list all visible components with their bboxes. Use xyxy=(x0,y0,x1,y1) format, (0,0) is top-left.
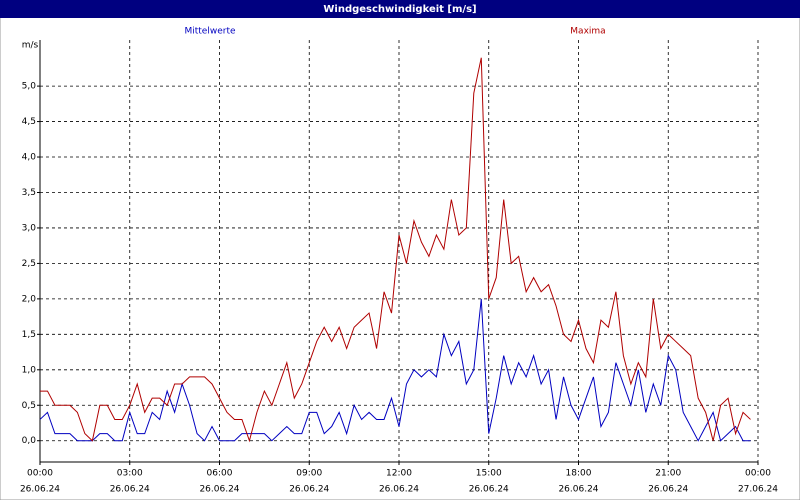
legend-label: Mittelwerte xyxy=(184,27,235,37)
y-tick-label: 5,0 xyxy=(22,82,37,92)
y-tick-label: 3,5 xyxy=(22,188,36,198)
y-tick-label: 4,0 xyxy=(22,153,37,163)
y-tick-label: 0,5 xyxy=(22,401,36,411)
x-tick-label: 21:00 xyxy=(655,469,681,479)
legend-label: Maxima xyxy=(570,27,605,37)
x-tick-label: 09:00 xyxy=(296,469,322,479)
x-tick-label: 18:00 xyxy=(566,469,592,479)
x-tick-date: 26.06.24 xyxy=(379,485,419,495)
series-line xyxy=(39,298,751,442)
x-tick-date: 26.06.24 xyxy=(199,485,239,495)
y-tick-label: 4,5 xyxy=(22,117,36,127)
x-tick-label: 00:00 xyxy=(745,469,771,479)
y-tick-label: 1,0 xyxy=(22,365,37,375)
y-tick-label: 3,0 xyxy=(22,223,37,233)
x-tick-date: 26.06.24 xyxy=(289,485,329,495)
chart-title: Windgeschwindigkeit [m/s] xyxy=(323,4,476,15)
x-tick-date: 26.06.24 xyxy=(20,485,60,495)
x-tick-date: 26.06.24 xyxy=(110,485,150,495)
x-tick-label: 12:00 xyxy=(386,469,412,479)
y-tick-label: 2,5 xyxy=(22,259,36,269)
x-tick-date: 26.06.24 xyxy=(558,485,598,495)
x-tick-date: 26.06.24 xyxy=(648,485,688,495)
y-tick-label: 2,0 xyxy=(22,294,37,304)
title-bar xyxy=(0,0,800,18)
series-line xyxy=(40,57,751,443)
y-tick-label: 0,0 xyxy=(22,436,37,446)
x-tick-date: 27.06.24 xyxy=(738,485,778,495)
x-tick-label: 06:00 xyxy=(207,469,233,479)
x-tick-date: 26.06.24 xyxy=(469,485,509,495)
x-tick-label: 00:00 xyxy=(27,469,53,479)
y-tick-label: 1,5 xyxy=(22,330,36,340)
x-tick-label: 03:00 xyxy=(117,469,143,479)
x-tick-label: 15:00 xyxy=(476,469,502,479)
y-axis-label: m/s xyxy=(22,41,39,51)
